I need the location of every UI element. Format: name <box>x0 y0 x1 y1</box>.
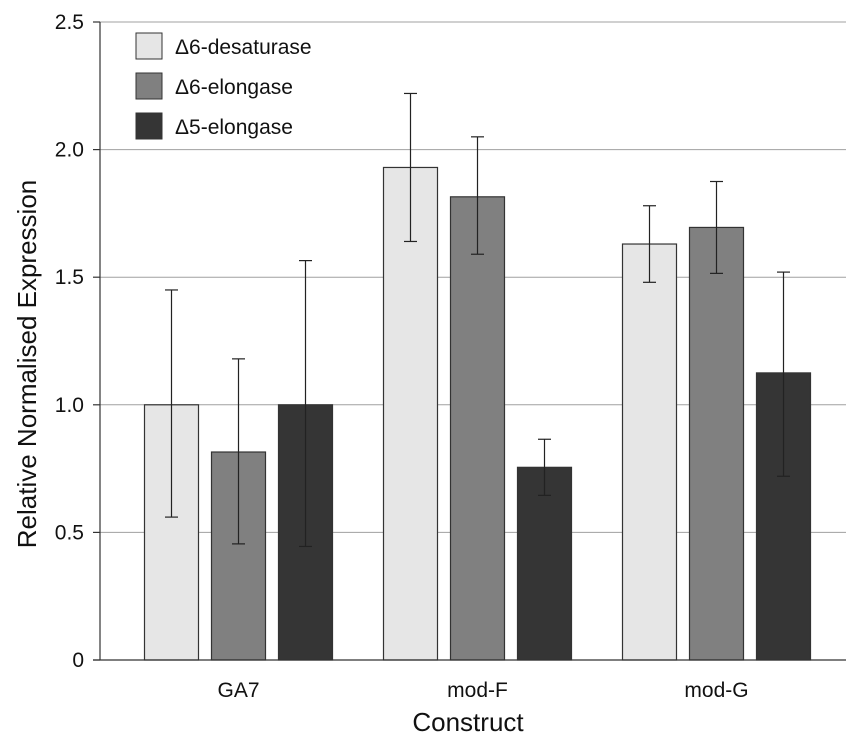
bar <box>516 466 573 661</box>
bar <box>621 243 678 661</box>
y-tick-label: 2.5 <box>55 11 84 34</box>
legend: Δ6-desaturase Δ6-elongase Δ5-elongase <box>135 32 312 140</box>
x-tick-label: mod-F <box>447 679 508 702</box>
x-ticks: GA7 mod-F mod-G <box>217 679 748 702</box>
x-tick-label: GA7 <box>217 679 259 702</box>
y-tick-label: 1.0 <box>55 394 84 417</box>
legend-label: Δ6-elongase <box>175 76 293 99</box>
legend-label: Δ5-elongase <box>175 116 293 139</box>
x-axis-title: Construct <box>412 707 524 737</box>
error-bars <box>165 92 790 548</box>
bar <box>688 226 745 661</box>
legend-swatch <box>135 72 163 100</box>
y-tick-label: 2.0 <box>55 139 84 162</box>
y-tick-label: 1.5 <box>55 266 84 289</box>
axes <box>93 22 846 661</box>
legend-swatch <box>135 112 163 140</box>
legend-swatch <box>135 32 163 60</box>
y-tick-label: 0 <box>72 649 84 672</box>
y-tick-label: 0.5 <box>55 521 84 544</box>
legend-label: Δ6-desaturase <box>175 36 312 59</box>
y-axis-title: Relative Normalised Expression <box>12 180 42 548</box>
x-tick-label: mod-G <box>684 679 748 702</box>
bar <box>449 196 506 661</box>
y-ticks: 0 0.5 1.0 1.5 2.0 2.5 <box>55 11 100 672</box>
